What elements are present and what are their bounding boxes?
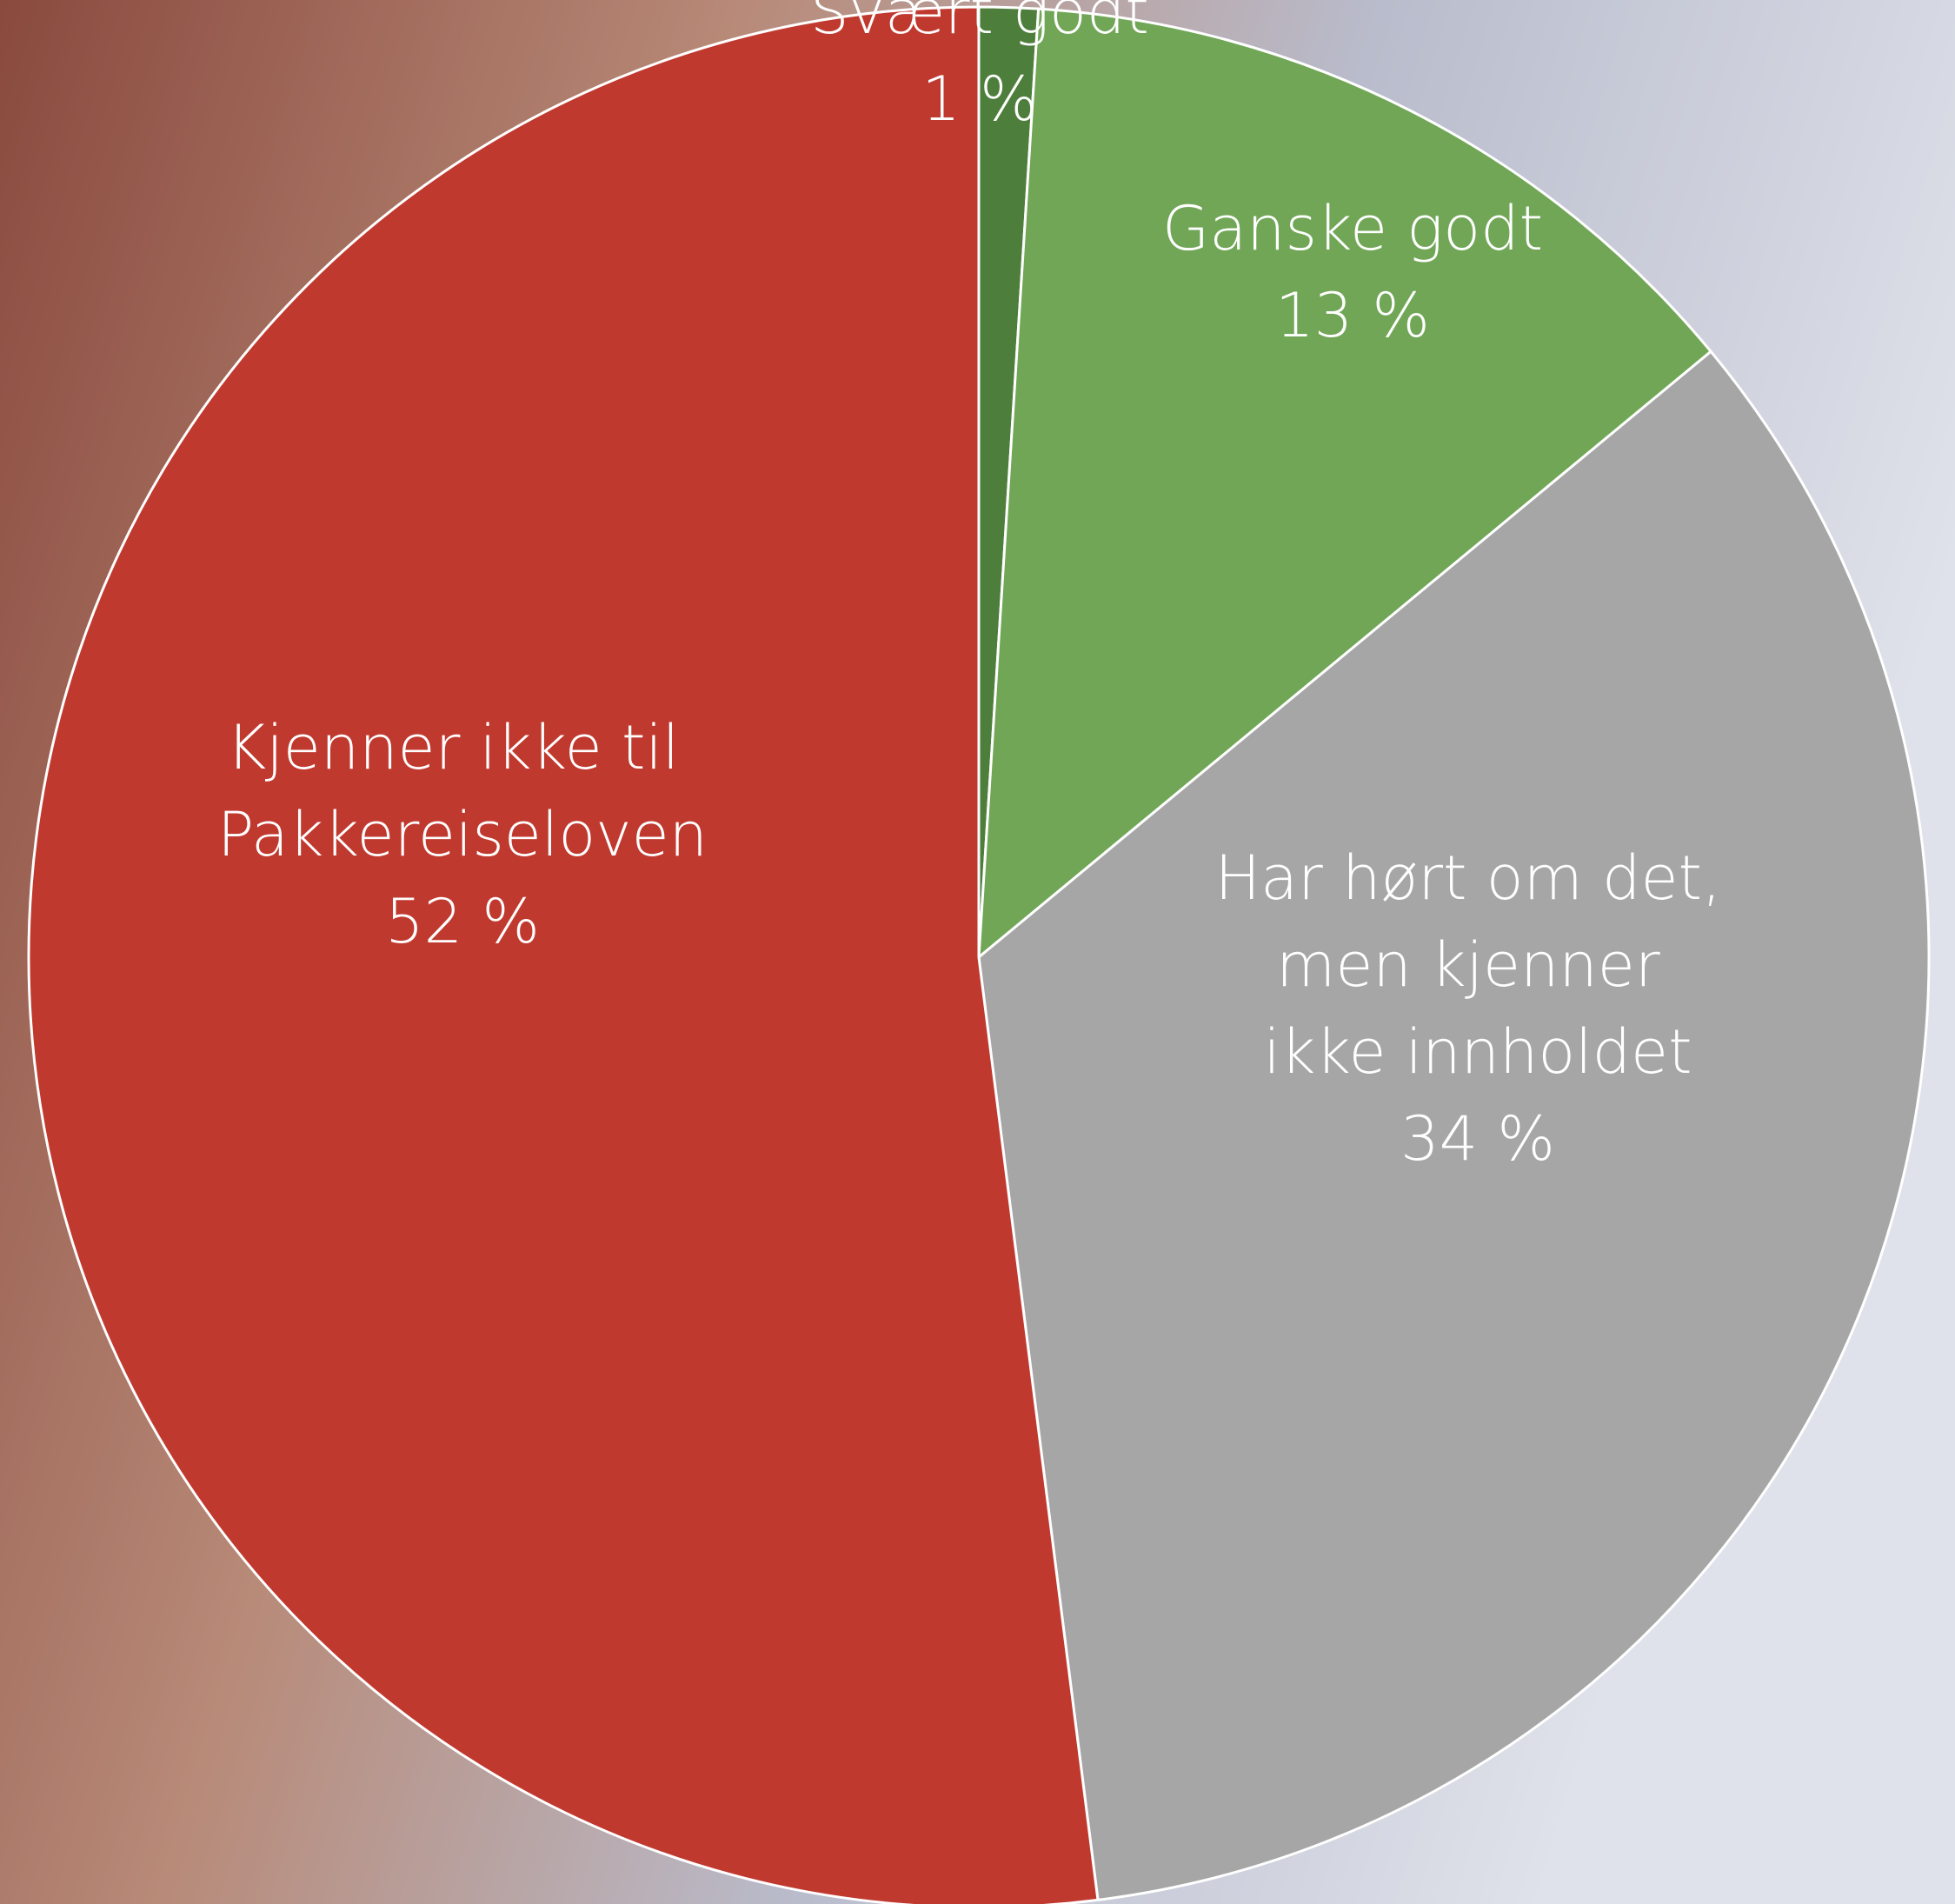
pie-slice (27, 5, 1100, 1904)
labels: Svært godt 1 % Ganske godt 13 % Har hørt om … (217, 0, 1741, 1175)
pie-slice (977, 350, 1931, 1902)
value-label: 34 % (1400, 1103, 1555, 1175)
slice-label: Har hørt om det, men kjenner ikke innhol… (1215, 842, 1741, 1088)
pie-slice (977, 7, 1713, 961)
label-line: men kjenner (1276, 929, 1679, 1001)
slice-label: Ganske godt (1162, 193, 1543, 264)
label-line: ikke innholdet (1263, 1016, 1692, 1088)
label-line: Kjenner ikke til (226, 712, 698, 783)
label-line: Pakkereiseloven (217, 799, 708, 870)
slice-label: Svært godt (810, 0, 1149, 48)
label-line: Ganske godt (1162, 193, 1543, 264)
pie (27, 5, 1931, 1904)
value-label: 52 % (385, 886, 540, 957)
label-line: Svært godt (810, 0, 1149, 48)
slice-label: Kjenner ikke til Pakkereiseloven (217, 712, 708, 870)
value-label: 1 % (921, 63, 1037, 135)
label-line: Har hørt om det, (1215, 842, 1741, 914)
value-label: 13 % (1275, 280, 1430, 351)
